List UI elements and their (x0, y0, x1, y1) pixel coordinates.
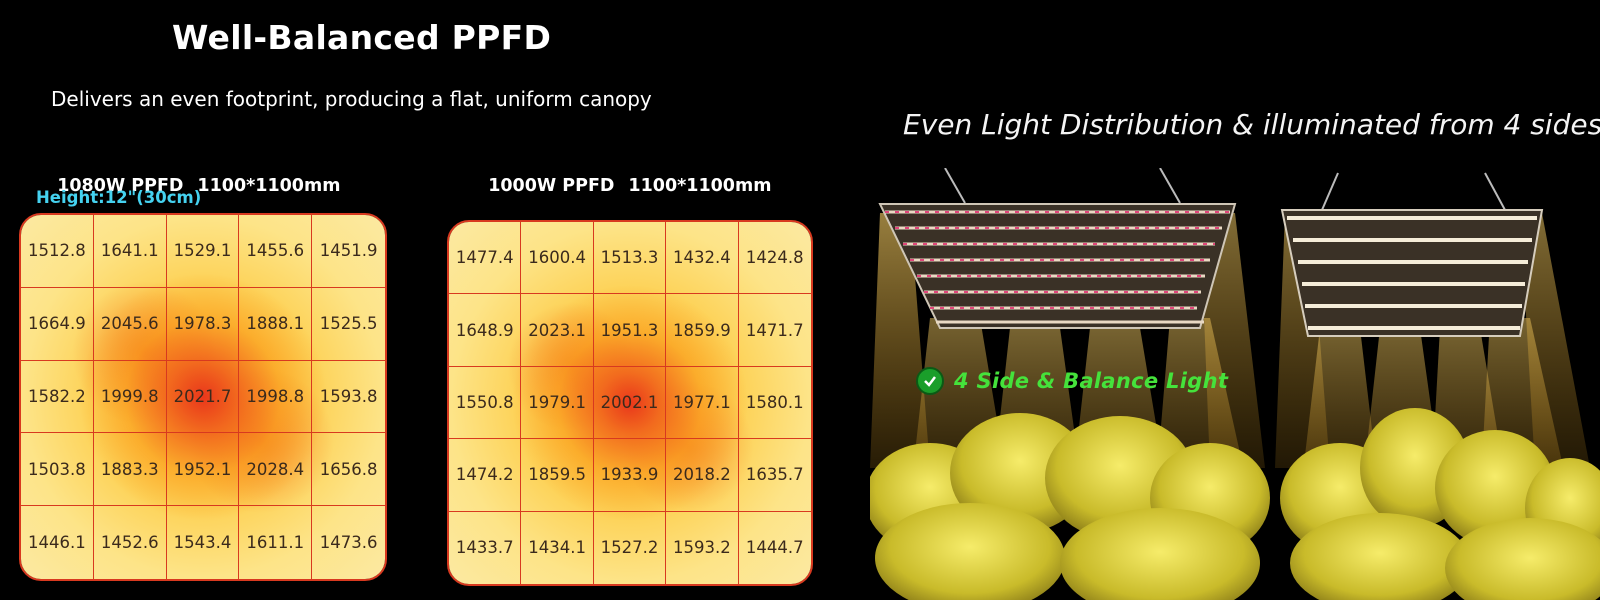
ppfd-cell: 1451.9 (312, 215, 385, 288)
ppfd-cell: 1474.2 (449, 439, 522, 512)
ppfd-cell: 1580.1 (738, 367, 811, 440)
ppfd-cell: 1503.8 (21, 433, 94, 507)
left-grid-label: 1080W PPFD 1100*1100mm (45, 156, 340, 196)
right-panel-heading: Even Light Distribution & illuminated fr… (903, 108, 1600, 141)
ppfd-cell: 1933.9 (593, 439, 667, 512)
ppfd-cell: 1977.1 (666, 366, 739, 440)
ppfd-heatmap-1080w: 1512.8 1641.1 1529.1 1455.6 1451.9 1664.9 2045… (19, 213, 387, 581)
ppfd-cell: 2028.4 (239, 433, 313, 507)
ppfd-cell: 1512.8 (21, 215, 94, 288)
ppfd-cell: 2021.7 (166, 360, 240, 434)
ppfd-cell: 1883.3 (93, 433, 167, 507)
ppfd-cell: 1641.1 (93, 215, 167, 288)
ppfd-cell: 1433.7 (449, 511, 522, 584)
ppfd-cell: 1600.4 (521, 222, 594, 295)
ppfd-cell: 1527.2 (594, 511, 667, 584)
ppfd-cell: 1525.5 (312, 288, 385, 361)
ppfd-cell: 1432.4 (666, 222, 739, 295)
ppfd-cell: 1543.4 (167, 506, 240, 579)
page-subtitle: Delivers an even footprint, producing a … (51, 87, 652, 111)
ppfd-cell: 1477.4 (449, 222, 522, 295)
ppfd-cell: 1648.9 (449, 294, 522, 367)
ppfd-cell: 2045.6 (93, 287, 167, 361)
grow-light-fixture-left (878, 168, 1237, 329)
ppfd-cell: 1664.9 (21, 287, 94, 361)
ppfd-cell: 1455.6 (239, 215, 313, 288)
ppfd-cell: 1593.8 (312, 361, 385, 434)
middle-grid-label: 1000W PPFD 1100*1100mm (476, 156, 771, 196)
ppfd-cell: 1452.6 (94, 506, 167, 579)
ppfd-cell: 1529.1 (166, 215, 240, 288)
ppfd-cell: 1951.3 (593, 294, 667, 367)
ppfd-cell: 1859.5 (521, 439, 594, 512)
grow-light-fixture-right (1280, 172, 1544, 337)
ppfd-heatmap-1000w: 1477.4 1600.4 1513.3 1432.4 1424.8 1648.9 2023… (447, 220, 813, 586)
ppfd-cell: 2023.1 (521, 294, 594, 367)
plant-canopy-left (870, 413, 1270, 600)
plant-canopy-right (1280, 408, 1600, 600)
ppfd-cell: 1550.8 (449, 366, 522, 440)
left-grid-wattage: 1080W PPFD (57, 176, 184, 196)
ppfd-cell: 1473.6 (319, 533, 378, 553)
ppfd-cell: 1635.7 (738, 439, 811, 512)
ppfd-cell: 1978.3 (166, 287, 240, 361)
ppfd-cell: 1952.1 (166, 433, 240, 507)
ppfd-cell: 1656.8 (312, 433, 385, 507)
ppfd-cell: 1593.2 (666, 511, 739, 584)
middle-grid-wattage: 1000W PPFD (488, 176, 615, 196)
ppfd-cell: 1444.7 (745, 538, 804, 558)
middle-grid-size: 1100*1100mm (628, 176, 772, 196)
ppfd-cell: 1513.3 (593, 222, 667, 295)
ppfd-cell: 1434.1 (521, 511, 594, 584)
check-circle-icon (916, 367, 944, 395)
ppfd-cell: 1999.8 (93, 360, 167, 434)
heatmap-gradient (21, 215, 385, 579)
ppfd-cell: 1979.1 (521, 366, 594, 440)
left-grid-size: 1100*1100mm (197, 176, 341, 196)
grow-light-scene (870, 168, 1600, 600)
ppfd-cell: 2002.1 (593, 366, 667, 440)
ppfd-cell: 1424.8 (738, 222, 811, 295)
ppfd-cell: 1582.2 (21, 360, 94, 434)
heatmap-gradient (449, 222, 811, 584)
ppfd-cell: 1859.9 (666, 294, 739, 367)
ppfd-cell: 2018.2 (666, 439, 739, 512)
ppfd-cell: 1998.8 (239, 360, 313, 434)
height-label: Height:12"(30cm) (36, 188, 202, 207)
ppfd-cell: 1446.1 (21, 506, 94, 579)
badge-text: 4 Side & Balance Light (954, 369, 1229, 393)
balance-light-badge: 4 Side & Balance Light (916, 367, 1228, 395)
ppfd-cell: 1611.1 (239, 506, 313, 579)
ppfd-cell: 1471.7 (738, 294, 811, 367)
ppfd-cell: 1888.1 (239, 287, 313, 361)
page-title: Well-Balanced PPFD (172, 18, 552, 57)
